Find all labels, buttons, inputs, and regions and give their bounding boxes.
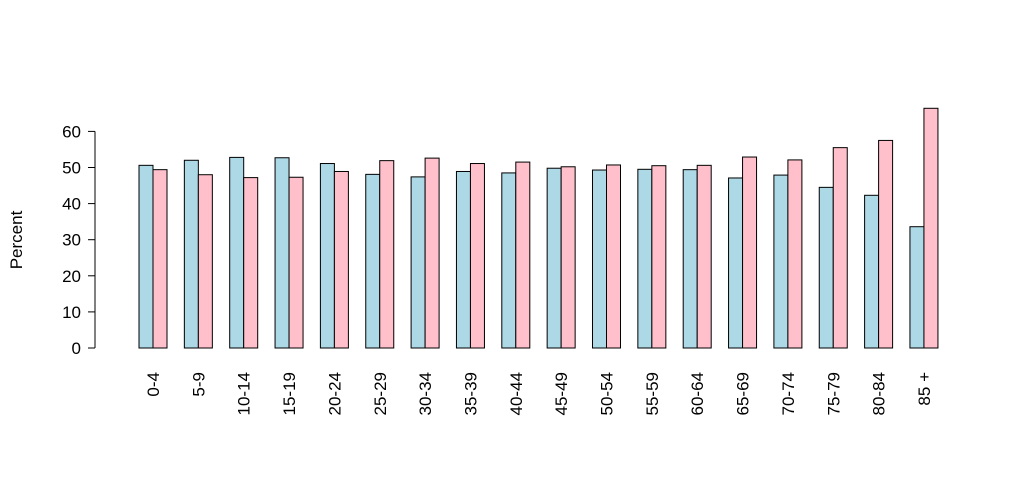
y-tick-label: 30 <box>62 231 81 250</box>
bar-series-2 <box>515 161 531 349</box>
bar-series-1 <box>274 157 290 349</box>
bar-series-2 <box>651 165 667 349</box>
bar-series-2 <box>832 147 848 349</box>
bar-series-2 <box>379 160 395 349</box>
bar-series-2 <box>696 164 712 349</box>
bar-series-1 <box>319 163 335 349</box>
bar-series-1 <box>909 226 925 349</box>
bar-series-2 <box>243 177 259 349</box>
plot-area <box>138 107 939 349</box>
x-tick-label: 65-69 <box>734 372 753 415</box>
x-tick-label: 5-9 <box>189 372 208 397</box>
bar-series-1 <box>728 177 744 349</box>
x-tick-label: 45-49 <box>552 372 571 415</box>
y-axis: 0 10 20 30 40 50 60 <box>62 122 96 358</box>
bar-series-1 <box>365 173 381 349</box>
x-tick-label: 35-39 <box>461 372 480 415</box>
x-tick-label: 75-79 <box>824 372 843 415</box>
x-tick-label: 20-24 <box>325 372 344 415</box>
bar-series-1 <box>682 169 698 349</box>
bar-series-2 <box>878 139 894 349</box>
x-tick-label: 30-34 <box>416 372 435 415</box>
y-tick-label: 20 <box>62 267 81 286</box>
bar-series-2 <box>469 163 485 349</box>
x-tick-label: 60-64 <box>688 372 707 415</box>
x-tick-label: 85 + <box>915 372 934 406</box>
bar-series-2 <box>787 159 803 349</box>
y-tick-label: 10 <box>62 303 81 322</box>
bar-series-2 <box>923 107 939 349</box>
bar-series-1 <box>592 169 607 349</box>
y-tick-label: 40 <box>62 195 81 214</box>
x-axis-labels: 0-4 5-9 10-14 15-19 20-24 25-29 30-34 35-39 40-4… <box>144 372 934 416</box>
x-tick-label: 10-14 <box>235 372 254 415</box>
x-tick-label: 55-59 <box>643 372 662 415</box>
bar-series-2 <box>333 170 349 349</box>
x-tick-label: 70-74 <box>779 372 798 415</box>
bar-series-1 <box>773 174 789 349</box>
bar-series-1 <box>183 159 199 349</box>
bar-series-1 <box>229 156 245 349</box>
bar-series-1 <box>501 172 517 349</box>
bar-series-1 <box>818 186 834 349</box>
x-tick-label: 15-19 <box>280 372 299 415</box>
bar-series-1 <box>637 168 653 349</box>
bar-series-1 <box>138 164 154 349</box>
x-tick-label: 40-44 <box>507 372 526 415</box>
bar-series-2 <box>152 169 168 349</box>
x-tick-label: 25-29 <box>371 372 390 415</box>
bar-series-2 <box>197 174 213 349</box>
bar-series-1 <box>410 176 426 349</box>
y-tick-label: 50 <box>62 159 81 178</box>
bar-series-2 <box>560 166 576 349</box>
bar-series-1 <box>864 194 880 349</box>
x-tick-label: 50-54 <box>598 372 617 415</box>
bar-series-2 <box>606 164 621 349</box>
y-tick-label: 60 <box>62 122 81 141</box>
bar-series-1 <box>455 170 471 349</box>
x-tick-label: 80-84 <box>870 372 889 415</box>
y-axis-title: Percent <box>7 210 26 269</box>
bar-series-2 <box>742 156 758 349</box>
bar-series-2 <box>288 176 304 349</box>
bar-series-1 <box>546 167 562 349</box>
y-tick-label: 0 <box>72 339 81 358</box>
bar-series-2 <box>424 157 440 349</box>
x-tick-label: 0-4 <box>144 372 163 397</box>
